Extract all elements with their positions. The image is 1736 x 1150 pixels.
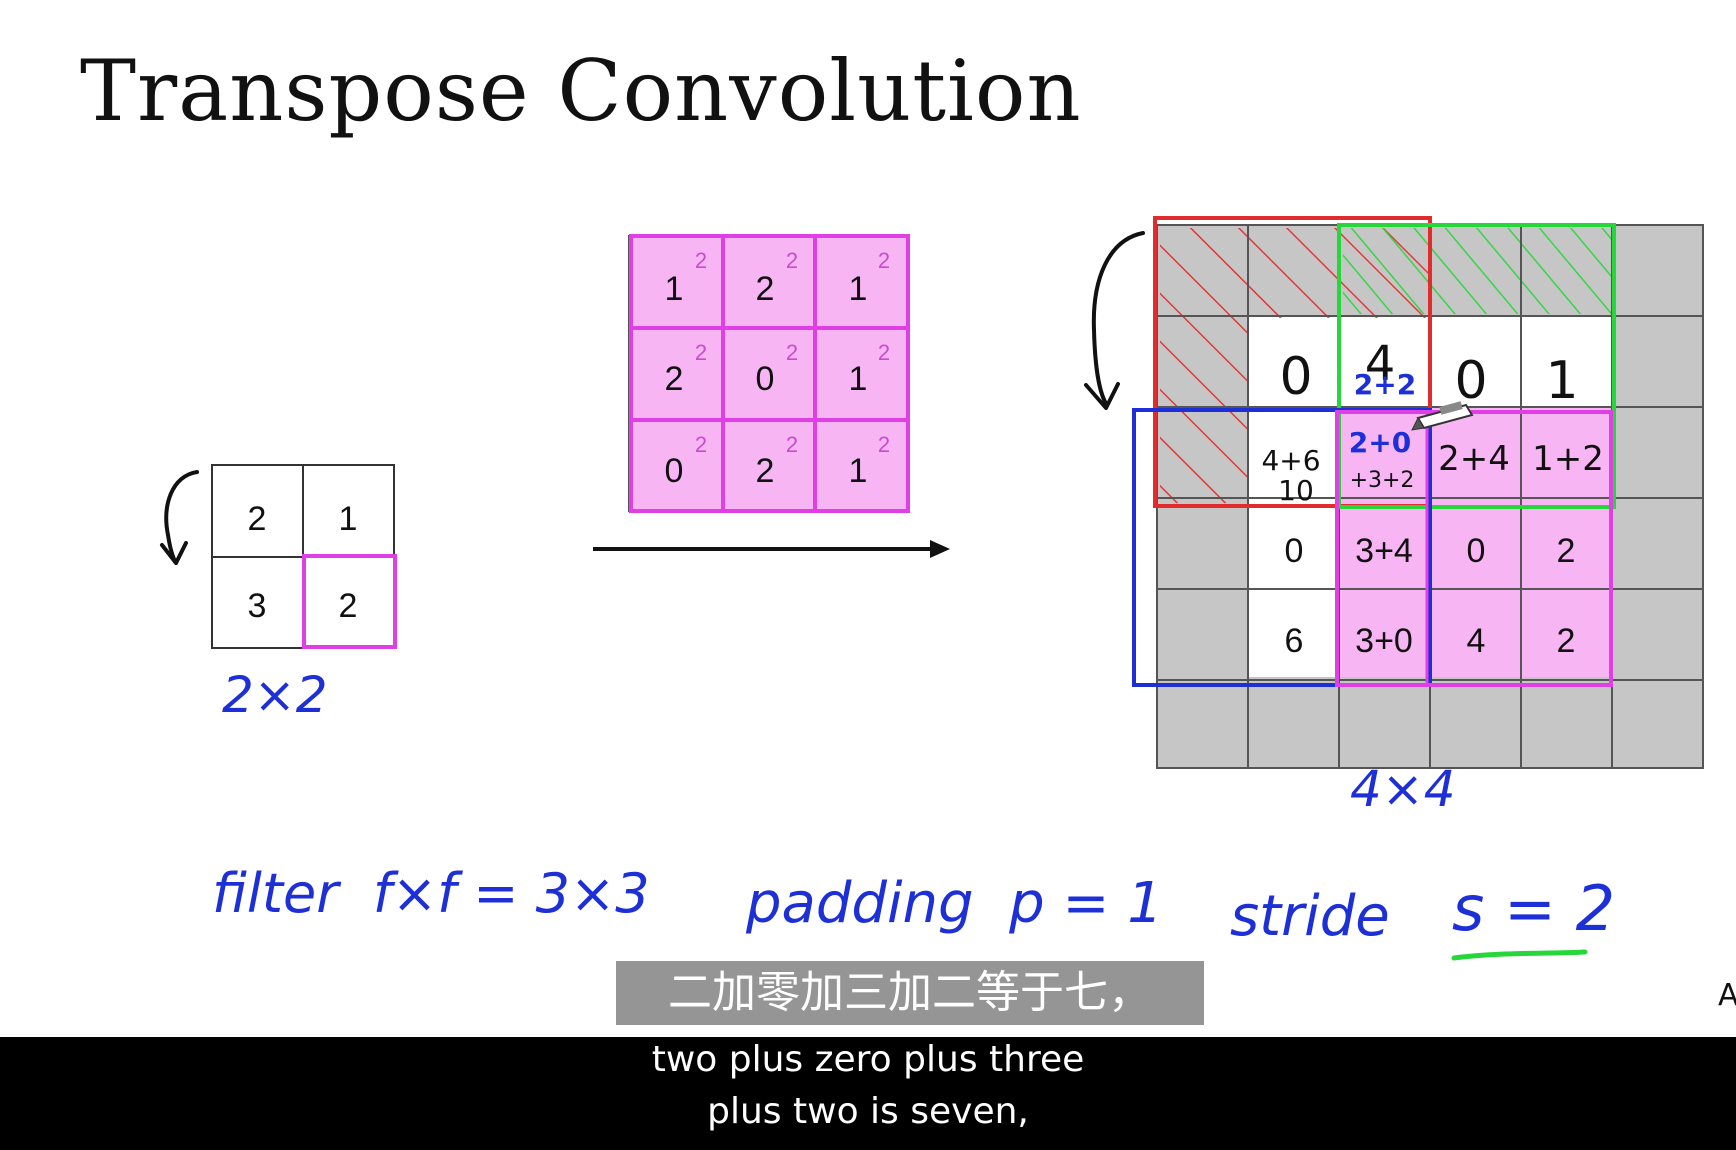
output-value-r1c1: 0 (1279, 347, 1312, 407)
padding-annotation: padding p = 1 (745, 871, 1163, 936)
filter-superscript: 2 (695, 432, 707, 457)
stride-annotation: stride (1230, 884, 1390, 949)
output-value-r2c4: 1+2 (1532, 439, 1604, 479)
output-value-r1c2: 4 (1365, 336, 1396, 392)
output-size-label: 4×4 (1350, 760, 1456, 818)
filter-annotation: filter f×f = 3×3 (212, 862, 650, 925)
output-rotation-arrow-icon (1091, 231, 1145, 407)
filter-value: 2 (665, 360, 684, 398)
green-window-frame (1337, 223, 1616, 509)
output-value-r2c1: 4+6 (1261, 444, 1320, 477)
filter-superscript: 2 (695, 340, 707, 365)
output-value-r4c1: 6 (1285, 622, 1304, 660)
red-window-frame (1153, 216, 1432, 508)
filter-value: 0 (665, 452, 684, 490)
blue-window-frame (1132, 408, 1432, 687)
filter-value: 2 (756, 270, 775, 308)
caption-bar: two plus zero plus three plus two is sev… (0, 1037, 1736, 1150)
filter-superscript: 2 (878, 248, 890, 273)
input-value: 1 (339, 500, 358, 538)
output-value-r3c4: 2 (1557, 532, 1576, 570)
input-size-label: 2×2 (222, 666, 328, 724)
green-hatch-fill (1343, 228, 1612, 314)
output-value-r3c1: 0 (1285, 532, 1304, 570)
output-value-r4c3: 4 (1467, 622, 1486, 660)
stride-underline (1451, 949, 1588, 961)
input-value: 2 (248, 500, 267, 538)
input-value: 2 (339, 587, 358, 625)
filter-superscript: 2 (695, 248, 707, 273)
stride-value: s = 2 (1452, 872, 1615, 945)
output-value-r1c4: 1 (1545, 351, 1578, 411)
output-value-r2c2: 2+0 (1349, 426, 1411, 459)
filter-value: 1 (849, 360, 868, 398)
input-matrix: 2 1 3 2 (211, 464, 397, 649)
output-value-r4c4: 2 (1557, 622, 1576, 660)
output-value-r2c3: 2+4 (1438, 439, 1510, 479)
output-addition-r1c2: 2+2 (1354, 368, 1416, 401)
filter-value: 1 (665, 270, 684, 308)
output-value-r3c2: 3+4 (1355, 532, 1413, 570)
filter-superscript: 2 (786, 248, 798, 273)
output-note-r2c1: 10 (1278, 474, 1314, 507)
filter-value: 2 (756, 452, 775, 490)
edge-glyph: A (1718, 978, 1736, 1013)
red-hatch-pink (1339, 409, 1429, 503)
input-rotation-arrowhead-icon (160, 541, 188, 565)
transform-arrow-icon (593, 540, 950, 558)
english-caption-line-2: plus two is seven, (707, 1091, 1029, 1132)
output-rotation-arrowhead-icon (1084, 382, 1120, 410)
filter-grid (629, 234, 910, 513)
input-cell-1-0 (211, 556, 304, 649)
filter-value: 0 (756, 360, 775, 398)
filter-matrix: 1 2 1 2 0 1 0 2 1 2 2 2 2 2 2 2 2 2 (628, 234, 910, 513)
input-value: 3 (248, 587, 267, 625)
filter-value: 1 (849, 270, 868, 308)
pen-cursor-icon (1411, 401, 1474, 431)
filter-frame (628, 235, 909, 512)
filter-superscript: 2 (878, 340, 890, 365)
input-cell-0-0 (211, 464, 304, 558)
output-value-r4c2: 3+0 (1355, 622, 1413, 660)
chinese-subtitle: 二加零加三加二等于七， (616, 961, 1204, 1025)
input-cell-0-1 (302, 464, 395, 558)
slide-title: Transpose Convolution (80, 42, 1082, 140)
magenta-window-frame (1335, 410, 1613, 687)
output-value-r3c3: 0 (1467, 532, 1486, 570)
english-caption-line-1: two plus zero plus three (651, 1039, 1085, 1080)
input-highlight (302, 554, 397, 649)
output-value-r1c3: 0 (1454, 351, 1487, 411)
filter-superscript: 2 (786, 432, 798, 457)
filter-superscript: 2 (786, 340, 798, 365)
filter-superscript: 2 (878, 432, 890, 457)
output-extra-r2c2: +3+2 (1350, 468, 1415, 493)
filter-value: 1 (849, 452, 868, 490)
